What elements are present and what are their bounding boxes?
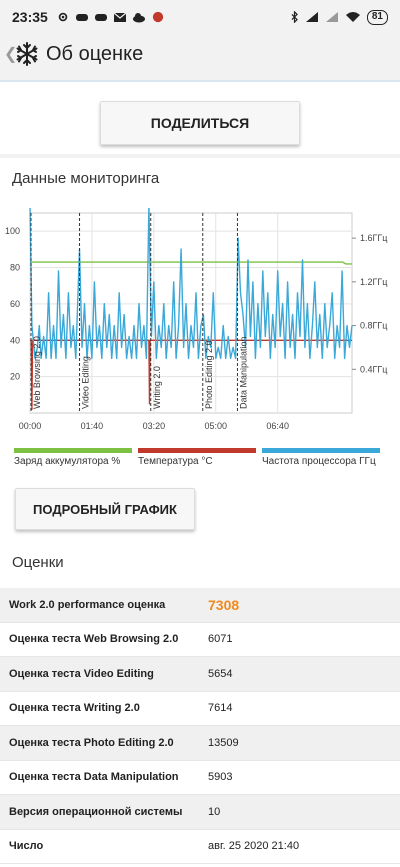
cloud-icon — [132, 13, 145, 23]
detailed-chart-button[interactable]: ПОДРОБНЫЙ ГРАФИК — [15, 488, 195, 530]
legend-item-temperature: Температура °C — [138, 448, 256, 467]
bluetooth-icon — [291, 11, 298, 23]
monitoring-title: Данные мониторинга — [12, 170, 160, 187]
share-button[interactable]: ПОДЕЛИТЬСЯ — [100, 101, 300, 145]
chart-legend: Заряд аккумулятора % Температура °C Част… — [14, 448, 394, 478]
score-value: 7614 — [208, 702, 233, 715]
y-left-tick-label: 20 — [10, 372, 20, 382]
wifi-icon — [345, 12, 360, 22]
legend-item-cpu: Частота процессора ГГц — [262, 448, 380, 467]
mail-icon — [113, 12, 127, 22]
series-line-2 — [29, 204, 353, 360]
score-row-photo: Оценка теста Photo Editing 2.0 13509 — [0, 726, 400, 761]
legend-swatch-battery — [14, 448, 132, 453]
y-right-tick-label: 0.8ГГц — [360, 321, 387, 331]
x-tick-label: 01:40 — [81, 421, 104, 431]
test-marker-label: Video Editing — [81, 356, 91, 409]
x-tick-label: 00:00 — [19, 421, 42, 431]
score-row-web: Оценка теста Web Browsing 2.0 6071 — [0, 623, 400, 657]
y-right-tick-label: 1.2ГГц — [360, 277, 387, 287]
gear-icon — [58, 12, 68, 22]
legend-label-cpu: Частота процессора ГГц — [262, 456, 376, 467]
legend-item-battery: Заряд аккумулятора % — [14, 448, 132, 467]
page-title: Об оценке — [46, 42, 144, 65]
legend-label-battery: Заряд аккумулятора % — [14, 456, 121, 467]
test-marker-label: Data Manipulation — [238, 336, 248, 409]
x-tick-label: 06:40 — [266, 421, 289, 431]
gamepad-icon-2 — [94, 14, 107, 21]
series-line-0 — [30, 261, 352, 265]
status-bar: 23:35 81 — [0, 0, 400, 34]
battery-indicator: 81 — [366, 9, 388, 25]
test-marker-label: Writing 2.0 — [152, 366, 162, 409]
score-label: Оценка теста Writing 2.0 — [9, 702, 140, 715]
share-card: ПОДЕЛИТЬСЯ — [0, 80, 400, 154]
app-bar: ❮ Об оценке — [0, 34, 400, 74]
test-marker-label: Photo Editing 2.0 — [204, 340, 214, 409]
y-left-tick-label: 60 — [10, 299, 20, 309]
legend-swatch-cpu — [262, 448, 380, 453]
score-label: Оценка теста Photo Editing 2.0 — [9, 736, 174, 749]
score-row-video: Оценка теста Video Editing 5654 — [0, 657, 400, 692]
scores-table: Work 2.0 performance оценка 7308 Оценка … — [0, 588, 400, 864]
score-value: 13509 — [208, 736, 239, 749]
signal-icon — [305, 12, 318, 22]
x-tick-label: 03:20 — [143, 421, 166, 431]
score-value: 10 — [208, 805, 221, 818]
score-value: 6071 — [208, 633, 233, 646]
signal-icon-2 — [325, 12, 338, 22]
score-value: авг. 25 2020 21:40 — [208, 840, 300, 853]
score-label: Work 2.0 performance оценка — [9, 598, 166, 611]
score-label: Оценка теста Video Editing — [9, 667, 154, 680]
score-row-date: Число авг. 25 2020 21:40 — [0, 830, 400, 864]
y-left-tick-label: 80 — [10, 263, 20, 273]
y-right-tick-label: 1.6ГГц — [360, 233, 387, 243]
score-value: 5903 — [208, 771, 233, 784]
score-row-work: Work 2.0 performance оценка 7308 — [0, 588, 400, 623]
legend-swatch-temperature — [138, 448, 256, 453]
scores-title: Оценки — [12, 554, 64, 571]
status-time: 23:35 — [12, 9, 48, 25]
back-chevron-icon[interactable]: ❮ — [4, 46, 18, 63]
y-right-tick-label: 0.4ГГц — [360, 364, 387, 374]
score-label: Оценка теста Web Browsing 2.0 — [9, 633, 179, 646]
x-tick-label: 05:00 — [205, 421, 228, 431]
score-row-os: Версия операционной системы 10 — [0, 795, 400, 830]
score-label: Оценка теста Data Manipulation — [9, 771, 179, 784]
legend-label-temperature: Температура °C — [138, 456, 213, 467]
score-label: Число — [9, 840, 44, 853]
score-value-total: 7308 — [208, 596, 240, 613]
y-left-tick-label: 40 — [10, 335, 20, 345]
score-label: Версия операционной системы — [9, 805, 183, 818]
monitoring-card: Данные мониторинга 20 40 60 80 100 0.4ГГц 0.8Г… — [0, 158, 400, 867]
gamepad-icon — [75, 14, 88, 21]
score-row-writing: Оценка теста Writing 2.0 7614 — [0, 692, 400, 726]
chart-svg: 20 40 60 80 100 0.4ГГц 0.8ГГц 1.2ГГц 1.6ГГц 00:00… — [5, 204, 387, 431]
y-left-tick-label: 100 — [5, 226, 20, 236]
score-value: 5654 — [208, 667, 233, 680]
monitoring-chart: 20 40 60 80 100 0.4ГГц 0.8ГГц 1.2ГГц 1.6ГГц 00:00… — [0, 204, 400, 438]
app-notification-icon — [152, 11, 163, 23]
snowflake-icon — [16, 42, 38, 66]
score-row-data: Оценка теста Data Manipulation 5903 — [0, 761, 400, 795]
test-marker-label: Web Browsing 2.0 — [32, 336, 42, 409]
